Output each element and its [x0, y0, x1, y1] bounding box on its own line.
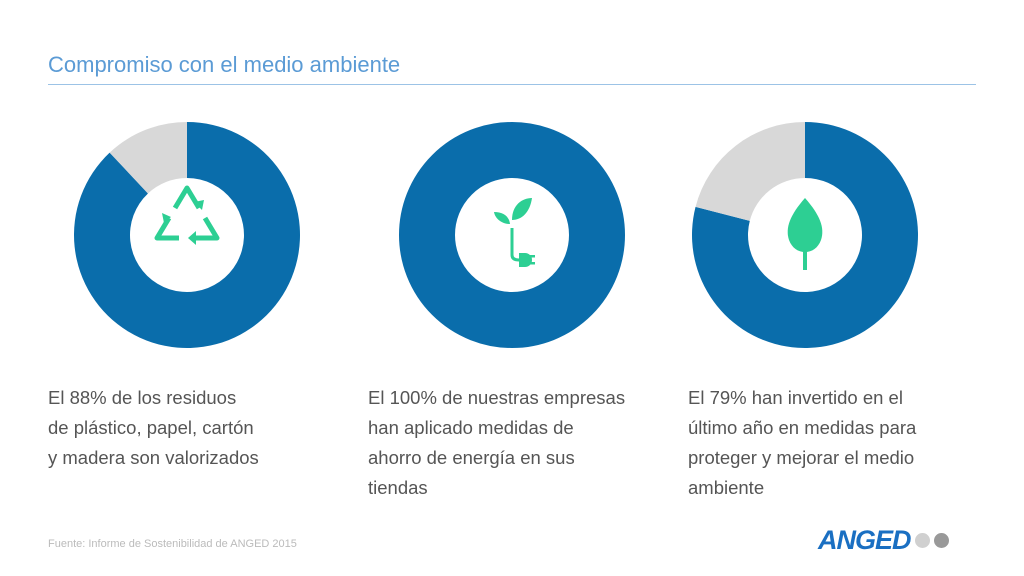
caption-investment: El 79% han invertido en el último año en … — [688, 383, 978, 503]
logo-dot-dark — [933, 533, 949, 548]
caption-line: El 79% han invertido en el — [688, 387, 903, 408]
caption-line: El 100% de nuestras empresas — [368, 387, 626, 408]
caption-line: ahorro de energía en sus — [368, 447, 575, 468]
donut-chart-energy — [399, 122, 625, 348]
logo-text: ANGED — [818, 525, 912, 555]
logo-dot-light — [914, 533, 930, 548]
source-note: Fuente: Informe de Sostenibilidad de ANG… — [48, 538, 297, 550]
title-divider — [48, 84, 976, 85]
caption-energy: El 100% de nuestras empresas han aplicado… — [368, 383, 658, 503]
caption-line: El 88% de los residuos — [48, 387, 237, 408]
donut-chart-investment — [692, 122, 918, 348]
donut-segment-remainder — [695, 122, 805, 221]
caption-line: ambiente — [688, 477, 765, 498]
recycle-icon — [154, 185, 220, 245]
donut-segment-value — [399, 122, 625, 348]
donut-segment-value — [692, 122, 918, 348]
caption-line: último año en medidas para — [688, 417, 917, 438]
leaf-icon — [787, 198, 823, 270]
caption-line: han aplicado medidas de — [368, 417, 574, 438]
donut-segment-value — [73, 122, 300, 348]
caption-line: tiendas — [368, 477, 428, 498]
caption-line: proteger y mejorar el medio — [688, 447, 915, 468]
anged-logo: ANGED — [818, 525, 949, 556]
page-title: Compromiso con el medio ambiente — [48, 52, 401, 77]
caption-line: de plástico, papel, cartón — [48, 417, 254, 438]
plant-plug-icon — [494, 198, 535, 267]
donut-segment-remainder — [109, 122, 187, 194]
donut-chart-recycling — [73, 122, 300, 348]
caption-recycling: El 88% de los residuos de plástico, papel… — [48, 383, 338, 473]
caption-line: y madera son valorizados — [48, 447, 259, 468]
